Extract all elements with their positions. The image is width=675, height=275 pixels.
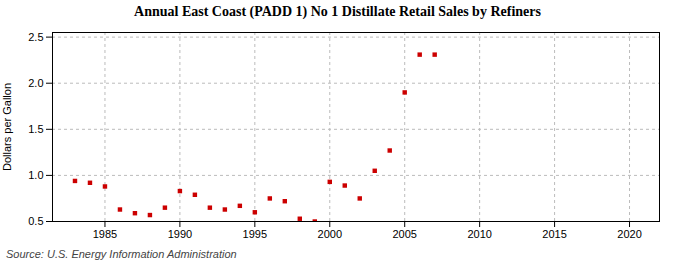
svg-text:2010: 2010 <box>467 228 491 240</box>
svg-text:2005: 2005 <box>392 228 416 240</box>
svg-text:2000: 2000 <box>318 228 342 240</box>
svg-text:1985: 1985 <box>93 228 117 240</box>
html-text:Source: U.S. Energy Informatio: Source: U.S. Energy Information Administ… <box>6 248 237 260</box>
svg-text:Dollars per Gallon: Dollars per Gallon <box>1 83 13 171</box>
html-text:Annual East Coast (PADD 1) No: Annual East Coast (PADD 1) No 1 Distilla… <box>134 4 541 19</box>
svg-text:1.5: 1.5 <box>28 123 43 135</box>
svg-text:1990: 1990 <box>168 228 192 240</box>
svg-text:1995: 1995 <box>243 228 267 240</box>
svg-text:2.0: 2.0 <box>28 77 43 89</box>
svg-text:2020: 2020 <box>617 228 641 240</box>
svg-text:0.5: 0.5 <box>28 215 43 227</box>
svg-text:2.5: 2.5 <box>28 31 43 43</box>
svg-text:1.0: 1.0 <box>28 169 43 181</box>
svg-text:2015: 2015 <box>542 228 566 240</box>
